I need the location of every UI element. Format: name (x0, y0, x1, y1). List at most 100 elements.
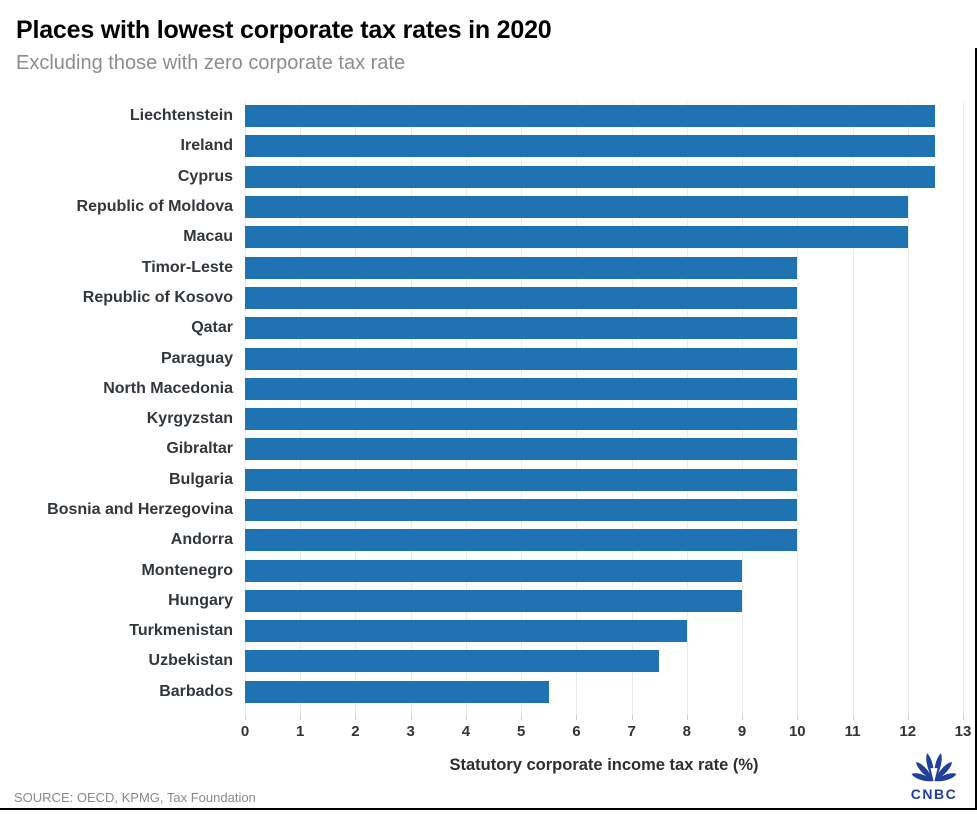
axis-tick-mark (797, 715, 799, 720)
gridline (576, 101, 578, 715)
category-label: Bulgaria (168, 470, 233, 488)
bar[interactable] (245, 226, 908, 249)
bar[interactable] (245, 559, 743, 582)
bar[interactable] (245, 499, 798, 521)
bar-row: Liechtenstein (0, 101, 963, 131)
bar[interactable] (245, 105, 936, 128)
bar[interactable] (245, 377, 798, 400)
axis-tick-label: 2 (351, 723, 360, 740)
bar-row: Bosnia and Herzegovina (0, 495, 963, 525)
bar-row: Republic of Kosovo (0, 283, 963, 313)
bar[interactable] (245, 620, 687, 643)
gridline (355, 101, 357, 715)
axis-tick-label: 6 (572, 723, 581, 740)
bar-row: Gibraltar (0, 434, 963, 464)
bar-track (245, 135, 963, 158)
category-label: Republic of Kosovo (82, 288, 233, 306)
source-credit: SOURCE: OECD, KPMG, Tax Foundation (14, 790, 256, 805)
bar-track (245, 196, 963, 219)
axis-tick-label: 7 (627, 723, 636, 740)
gridline (631, 101, 633, 715)
bar-track (245, 226, 963, 249)
peacock-icon (911, 753, 957, 783)
bar-row: Andorra (0, 525, 963, 555)
category-label: Uzbekistan (148, 652, 233, 670)
axis-tick-mark (852, 715, 854, 720)
gridline (686, 101, 688, 715)
category-label: Paraguay (160, 349, 233, 367)
bar-row: Turkmenistan (0, 616, 963, 646)
axis-tick-label: 13 (954, 723, 972, 740)
axis-tick-label: 3 (406, 723, 415, 740)
bar-track (245, 165, 963, 188)
axis-tick-label: 0 (240, 723, 250, 740)
gridline (465, 101, 467, 715)
bar-track (245, 105, 963, 128)
bar[interactable] (245, 286, 798, 309)
bar[interactable] (245, 135, 936, 158)
bar-track (245, 286, 963, 309)
bar[interactable] (245, 196, 908, 219)
gridline (963, 101, 964, 715)
bar-row: Macau (0, 222, 963, 252)
cnbc-logo: CNBC (902, 741, 966, 802)
gridline (797, 101, 799, 715)
bar-track (245, 377, 963, 400)
bottom-border-line (0, 808, 977, 810)
axis-tick-label: 4 (461, 723, 471, 740)
bar-row: Paraguay (0, 343, 963, 373)
bar-row: Ireland (0, 131, 963, 161)
axis-tick-label: 9 (737, 723, 747, 740)
axis-tick-label: 11 (844, 723, 861, 740)
bar-row: Uzbekistan (0, 646, 963, 676)
category-label: Montenegro (141, 561, 233, 579)
bar-track (245, 408, 963, 431)
bar[interactable] (245, 408, 798, 431)
category-label: Turkmenistan (129, 622, 233, 640)
bar-track (245, 559, 963, 582)
axis-tick-mark (355, 715, 357, 720)
axis-tick-mark (907, 715, 909, 720)
axis-tick-mark (963, 715, 964, 720)
bar-track (245, 468, 963, 491)
bar[interactable] (245, 347, 798, 370)
bar-track (245, 347, 963, 370)
bar[interactable] (245, 468, 798, 491)
bar-row: Republic of Moldova (0, 192, 963, 222)
gridline (852, 101, 854, 715)
axis-tick-label: 8 (682, 723, 692, 740)
bar[interactable] (245, 438, 798, 461)
category-label: Qatar (191, 319, 233, 337)
axis-tick-mark (686, 715, 688, 720)
bar[interactable] (245, 650, 660, 673)
bar-track (245, 589, 963, 612)
bar[interactable] (245, 529, 798, 552)
category-label: Macau (183, 228, 233, 246)
chart-header: Places with lowest corporate tax rates i… (16, 16, 957, 75)
bar-track (245, 438, 963, 461)
axis-tick-mark (465, 715, 467, 720)
x-axis-label: Statutory corporate income tax rate (%) (449, 756, 759, 774)
bar[interactable] (245, 165, 936, 188)
bar-row: Barbados (0, 677, 963, 707)
category-label: Andorra (170, 531, 233, 549)
bar[interactable] (245, 589, 743, 612)
bar-row: Hungary (0, 586, 963, 616)
axis-tick-label: 5 (516, 723, 526, 740)
bar[interactable] (245, 680, 549, 703)
axis-tick-label: 12 (899, 723, 917, 740)
axis-tick-label: 10 (788, 723, 806, 740)
bar-row: Bulgaria (0, 465, 963, 495)
category-label: Gibraltar (166, 440, 233, 458)
bar-row: Cyprus (0, 162, 963, 192)
category-label: Bosnia and Herzegovina (47, 501, 233, 518)
axis-tick-mark (300, 715, 302, 720)
bar[interactable] (245, 317, 798, 340)
gridline (300, 101, 302, 715)
bar-row: Kyrgyzstan (0, 404, 963, 434)
bar-track (245, 499, 963, 521)
axis-tick-mark (521, 715, 523, 720)
bar[interactable] (245, 256, 798, 279)
category-label: Kyrgyzstan (146, 410, 233, 428)
